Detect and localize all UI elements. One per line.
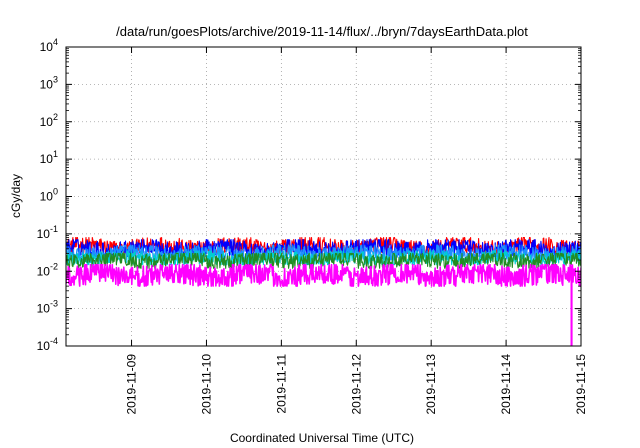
data-series-line: [66, 263, 581, 346]
y-tick-exponent: 0: [53, 187, 58, 197]
chart-title: /data/run/goesPlots/archive/2019-11-14/f…: [116, 24, 528, 39]
y-tick-label: 10-4: [37, 336, 58, 353]
y-tick-exponent: -3: [50, 299, 58, 309]
y-tick-label: 10-3: [37, 299, 58, 316]
x-tick-label: 2019-11-11: [274, 354, 288, 414]
x-tick-label: 2019-11-10: [199, 354, 213, 415]
y-tick-label: 100: [40, 187, 58, 204]
y-axis-label: cGy/day: [9, 174, 23, 218]
x-axis-label: Coordinated Universal Time (UTC): [230, 431, 414, 445]
data-series-group: [66, 236, 581, 346]
y-tick-label: 10-1: [37, 224, 58, 241]
y-tick-label: 102: [40, 112, 58, 129]
y-tick-exponent: 4: [53, 37, 58, 47]
y-tick-label: 10-2: [37, 261, 58, 278]
y-tick-exponent: -2: [50, 261, 58, 271]
x-tick-label: 2019-11-15: [574, 354, 588, 415]
x-axis-ticks: 2019-11-09 2019-11-10 2019-11-11 2019-11-12…: [125, 47, 588, 415]
plot-frame: [65, 46, 582, 347]
y-tick-exponent: -1: [50, 224, 58, 234]
x-tick-label: 2019-11-13: [424, 354, 438, 415]
y-tick-exponent: 2: [53, 112, 58, 122]
x-tick-label: 2019-11-12: [349, 354, 363, 415]
data-series-line: [66, 244, 581, 261]
y-tick-exponent: 1: [53, 149, 58, 159]
y-tick-exponent: 3: [53, 74, 58, 84]
y-tick-label: 104: [40, 37, 58, 54]
y-tick-label: 103: [40, 74, 58, 91]
y-tick-label: 101: [40, 149, 58, 166]
y-tick-exponent: -4: [50, 336, 58, 346]
x-tick-label: 2019-11-14: [499, 354, 513, 415]
grid-lines: [66, 47, 581, 346]
x-tick-label: 2019-11-09: [125, 354, 139, 415]
